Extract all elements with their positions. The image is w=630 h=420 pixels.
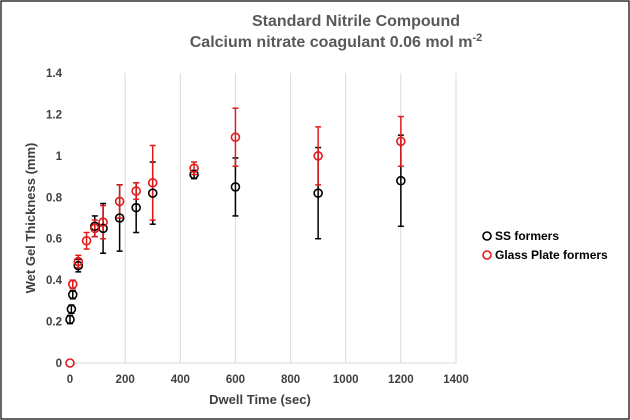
chart-subtitle: Calcium nitrate coagulant 0.06 mol m-2 xyxy=(190,32,483,51)
y-tick-label: 0.6 xyxy=(46,234,62,246)
x-axis-label: Dwell Time (sec) xyxy=(209,392,311,407)
x-tick-label: 400 xyxy=(171,374,190,386)
chart-subtitle-text: Calcium nitrate coagulant 0.06 mol m xyxy=(190,34,473,51)
x-tick-label: 1400 xyxy=(443,374,469,386)
y-tick-label: 1.2 xyxy=(46,109,62,121)
x-tick-label: 200 xyxy=(116,374,135,386)
y-tick-label: 0 xyxy=(56,358,62,370)
x-tick-label: 0 xyxy=(67,374,73,386)
y-tick-label: 1.4 xyxy=(46,68,63,80)
x-tick-label: 1200 xyxy=(388,374,414,386)
y-tick-label: 0.4 xyxy=(46,275,63,287)
legend-label-ss-formers: SS formers xyxy=(495,229,559,243)
chart-subtitle-superscript: -2 xyxy=(472,32,482,44)
x-tick-label: 800 xyxy=(281,374,300,386)
legend-label-glass-plate-formers: Glass Plate formers xyxy=(495,248,608,262)
x-tick-label: 1000 xyxy=(333,374,359,386)
chart-title: Standard Nitrile Compound xyxy=(252,13,460,30)
y-tick-label: 0.2 xyxy=(46,317,62,329)
y-tick-label: 0.8 xyxy=(46,192,63,204)
y-axis-label: Wet Gel Thickness (mm) xyxy=(23,143,38,294)
x-tick-label: 600 xyxy=(226,374,245,386)
y-tick-label: 1 xyxy=(56,151,63,163)
